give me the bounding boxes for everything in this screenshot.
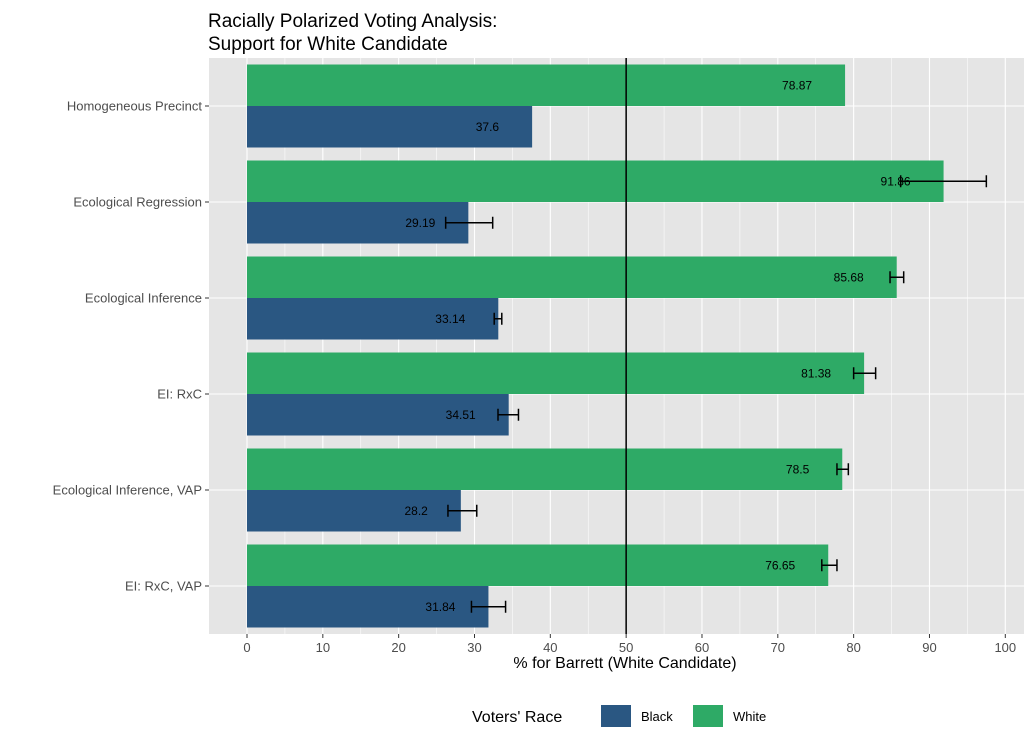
bar-black <box>247 298 499 340</box>
x-tick-label: 0 <box>243 640 250 655</box>
bar-white <box>247 544 829 586</box>
category-label: Ecological Inference, VAP <box>53 483 202 498</box>
bar-black <box>247 490 461 532</box>
value-labels: 78.87 37.6 91.86 29.19 85.68 33.14 81.38 34.51 7… <box>404 78 910 614</box>
x-axis-ticks: 0 10 20 30 40 50 60 70 80 90 100 <box>243 634 1016 655</box>
bar-white <box>247 256 897 298</box>
data-label: 78.5 <box>786 462 810 476</box>
legend-swatch-black <box>601 705 631 727</box>
bar-black <box>247 586 489 628</box>
bars <box>247 64 944 628</box>
data-label: 34.51 <box>446 408 476 422</box>
x-tick-label: 70 <box>771 640 785 655</box>
error-bars <box>444 175 988 613</box>
data-label: 81.38 <box>801 366 831 380</box>
data-label: 31.84 <box>425 600 455 614</box>
data-label: 85.68 <box>834 270 864 284</box>
legend-title: Voters' Race <box>472 709 562 726</box>
category-labels: Homogeneous Precinct Ecological Regressio… <box>53 99 209 594</box>
x-tick-label: 90 <box>922 640 936 655</box>
legend-label-black: Black <box>641 709 673 724</box>
bar-black <box>247 202 469 244</box>
x-tick-label: 40 <box>543 640 557 655</box>
data-label: 37.6 <box>476 120 500 134</box>
x-tick-label: 60 <box>695 640 709 655</box>
x-tick-label: 50 <box>619 640 633 655</box>
category-label: EI: RxC <box>157 387 202 402</box>
legend-label-white: White <box>733 709 766 724</box>
bar-white <box>247 352 865 394</box>
data-label: 76.65 <box>765 558 795 572</box>
bar-white <box>247 64 846 106</box>
data-label: 28.2 <box>404 504 428 518</box>
data-label: 33.14 <box>435 312 465 326</box>
x-tick-label: 30 <box>467 640 481 655</box>
category-label: Ecological Regression <box>73 195 202 210</box>
x-tick-label: 20 <box>391 640 405 655</box>
category-label: Ecological Inference <box>85 291 202 306</box>
x-tick-label: 80 <box>846 640 860 655</box>
data-label: 78.87 <box>782 78 812 92</box>
x-tick-label: 10 <box>316 640 330 655</box>
x-tick-label: 100 <box>994 640 1016 655</box>
plot-panel <box>209 58 1024 634</box>
bar-white <box>247 448 843 490</box>
legend-swatch-white <box>693 705 723 727</box>
category-label: EI: RxC, VAP <box>125 579 202 594</box>
data-label: 29.19 <box>405 216 435 230</box>
x-axis-title: % for Barrett (White Candidate) <box>513 655 736 672</box>
category-label: Homogeneous Precinct <box>67 99 203 114</box>
data-label: 91.86 <box>881 174 911 188</box>
bar-black <box>247 394 509 436</box>
bar-black <box>247 106 533 148</box>
chart-subtitle: Support for White Candidate <box>208 34 448 55</box>
bar-white <box>247 160 944 202</box>
chart-title: Racially Polarized Voting Analysis: <box>208 11 497 32</box>
legend: Voters' Race Black White <box>472 705 766 727</box>
